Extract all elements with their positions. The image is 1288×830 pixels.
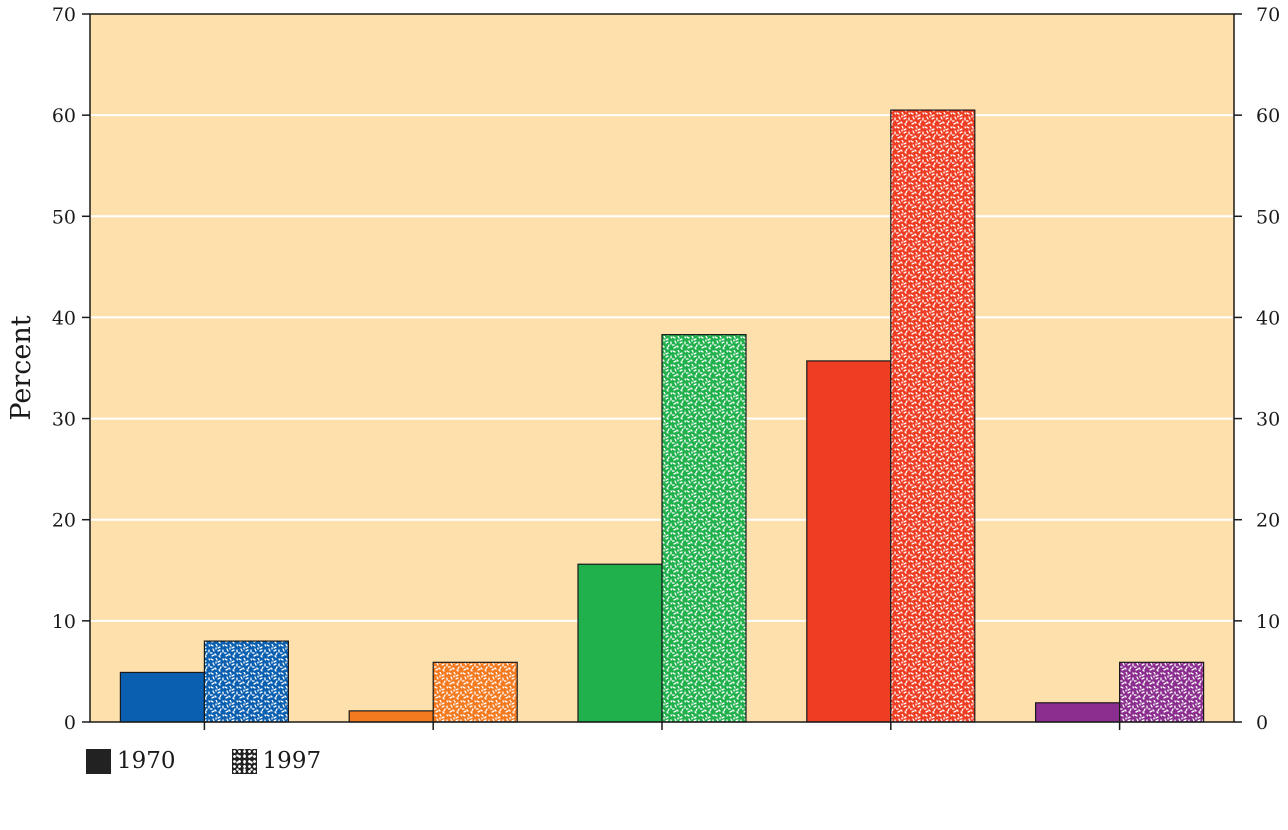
bar-american-indian-1997 [1118,661,1205,723]
bars [119,109,1205,723]
legend-label-1997: 1997 [262,748,322,774]
y-tick-label-right: 70 [1256,4,1280,26]
y-tick-label-left: 50 [52,206,76,228]
legend-item-1970: 1970 [86,748,176,774]
y-tick-label-left: 0 [64,712,76,734]
legend-swatch-solid [86,748,111,774]
y-tick-label-left: 10 [52,611,76,633]
y-tick-label-right: 0 [1256,712,1268,734]
y-tick-label-left: 60 [52,105,76,127]
legend-item-1997: 1997 [231,748,322,774]
bar-hispanic-1970 [577,563,663,723]
y-axis-title: Percent [6,315,37,420]
bar-asian-1970 [806,360,892,723]
legend-swatch-speckled [231,748,257,774]
bar-black-1997 [432,661,518,723]
y-axis-left: 0 10 20 30 40 50 60 70 [52,4,90,734]
bar-american-indian-1970 [1034,702,1121,723]
y-tick-label-right: 10 [1256,611,1280,633]
y-tick-label-right: 30 [1256,409,1280,431]
bar-white-1997 [203,640,289,723]
y-tick-label-right: 60 [1256,105,1280,127]
y-tick-label-left: 30 [52,409,76,431]
y-tick-label-left: 20 [52,510,76,532]
y-tick-label-right: 40 [1256,307,1280,329]
y-tick-label-right: 20 [1256,510,1280,532]
legend: 1970 1997 [86,748,321,774]
bar-chart: 0 10 20 30 40 50 60 70 0 10 20 30 40 50 60 70 WhiteBla… [6,4,1280,734]
x-axis-labels: WhiteBlackHispanicAsianAmerican Indian [203,722,1121,730]
bar-asian-1997 [890,109,976,723]
y-tick-label-left: 70 [52,4,76,26]
bar-white-1970 [119,671,206,723]
legend-label-1970: 1970 [117,748,176,774]
y-tick-label-right: 50 [1256,206,1280,228]
y-tick-label-left: 40 [52,307,76,329]
bar-black-1970 [348,710,434,723]
bar-hispanic-1997 [661,334,747,723]
y-axis-right: 0 10 20 30 40 50 60 70 [1234,4,1280,734]
